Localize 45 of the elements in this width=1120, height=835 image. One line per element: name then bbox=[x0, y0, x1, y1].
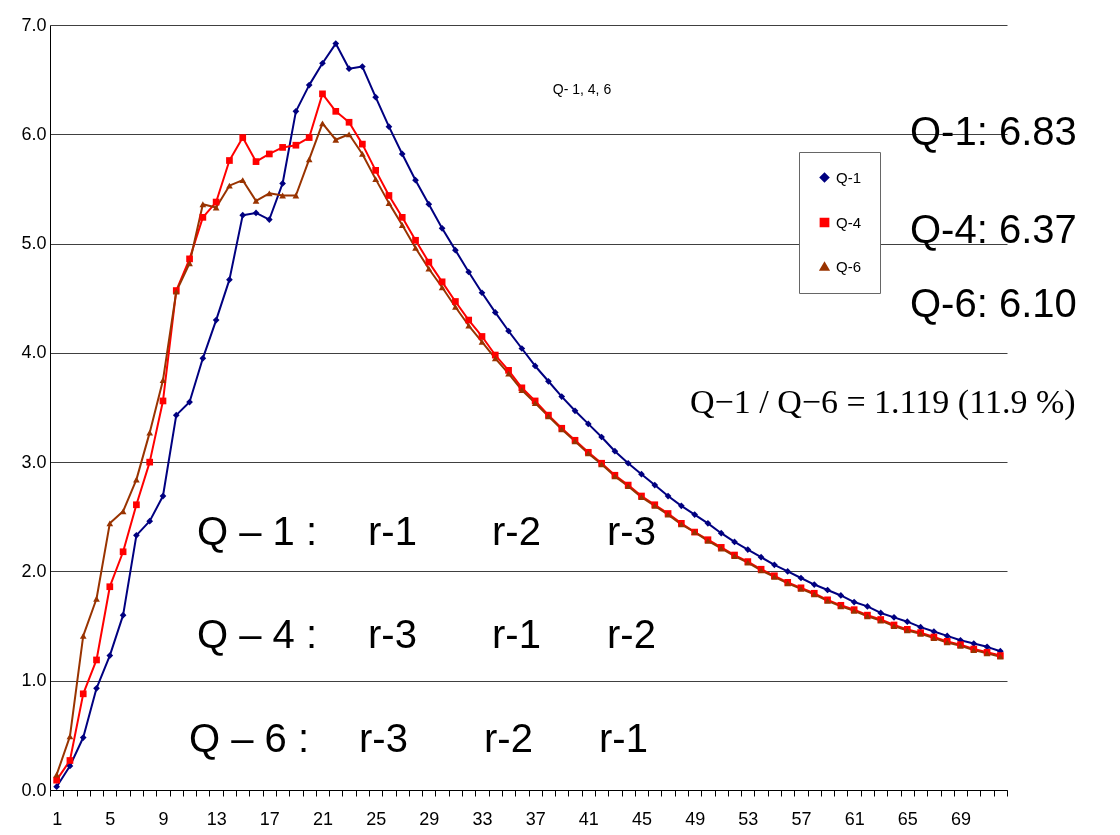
x-tick-label: 49 bbox=[685, 808, 706, 829]
x-tick-label: 33 bbox=[472, 808, 493, 829]
annotation: r-2 bbox=[484, 716, 533, 760]
annotation: r-1 bbox=[368, 509, 417, 553]
y-tick-label: 1.0 bbox=[21, 670, 47, 691]
annotation: Q-4: 6.37 bbox=[910, 207, 1077, 251]
x-tick-label: 9 bbox=[158, 808, 169, 829]
annotation: r-2 bbox=[492, 509, 541, 553]
legend-label: Q-6 bbox=[836, 257, 862, 275]
x-tick-label: 57 bbox=[791, 808, 812, 829]
x-tick-label: 29 bbox=[419, 808, 440, 829]
annotation: r-3 bbox=[368, 612, 417, 656]
y-tick-label: 5.0 bbox=[21, 233, 47, 254]
y-tick-label: 2.0 bbox=[21, 560, 47, 581]
x-tick-label: 37 bbox=[525, 808, 546, 829]
annotation: Q- 1, 4, 6 bbox=[552, 81, 612, 97]
y-tick-label: 4.0 bbox=[21, 342, 47, 363]
y-tick-label: 3.0 bbox=[21, 451, 47, 472]
x-tick-label: 21 bbox=[312, 808, 333, 829]
annotation: r-1 bbox=[599, 716, 648, 760]
y-tick-label: 0.0 bbox=[21, 779, 47, 800]
legend-label: Q-4 bbox=[836, 213, 862, 231]
y-tick-label: 7.0 bbox=[21, 14, 47, 35]
x-tick-label: 25 bbox=[366, 808, 387, 829]
annotation: Q – 6 : bbox=[189, 716, 310, 760]
x-tick-label: 45 bbox=[631, 808, 652, 829]
x-tick-label: 61 bbox=[844, 808, 865, 829]
x-tick-label: 65 bbox=[897, 808, 918, 829]
y-tick-label: 6.0 bbox=[21, 123, 47, 144]
x-tick-label: 41 bbox=[578, 808, 599, 829]
legend-label: Q-1 bbox=[836, 168, 862, 186]
annotation: Q−1 / Q−6 = 1.119 (11.9 %) bbox=[690, 383, 1076, 421]
annotation: r-2 bbox=[607, 612, 656, 656]
x-tick-label: 5 bbox=[105, 808, 116, 829]
x-tick-label: 13 bbox=[206, 808, 227, 829]
annotation: Q – 4 : bbox=[197, 612, 318, 656]
x-tick-label: 69 bbox=[950, 808, 971, 829]
annotation: Q – 1 : bbox=[197, 509, 318, 553]
annotation: r-3 bbox=[607, 509, 656, 553]
annotation: Q-6: 6.10 bbox=[910, 281, 1077, 325]
x-tick-label: 1 bbox=[52, 808, 63, 829]
annotation: r-3 bbox=[359, 716, 408, 760]
x-tick-label: 17 bbox=[259, 808, 280, 829]
annotation: r-1 bbox=[492, 612, 541, 656]
x-tick-label: 53 bbox=[738, 808, 759, 829]
